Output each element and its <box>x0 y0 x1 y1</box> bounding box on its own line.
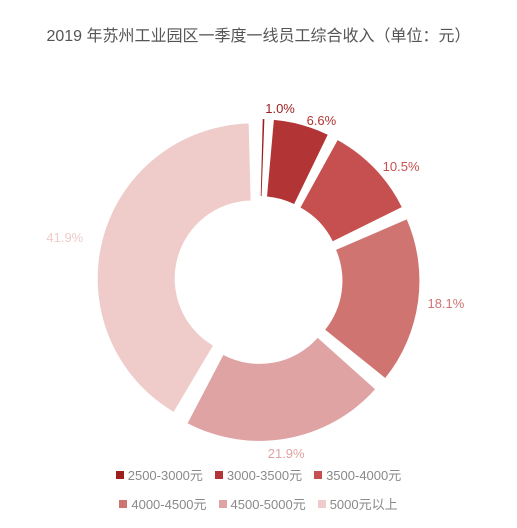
legend-label: 3500-4000元 <box>326 468 401 483</box>
legend-swatch <box>219 500 227 508</box>
legend-swatch <box>116 471 124 479</box>
legend-item: 5000元以上 <box>318 494 398 513</box>
legend-item: 3500-4000元 <box>314 465 401 484</box>
donut-slice <box>325 219 419 378</box>
legend-item: 4500-5000元 <box>219 494 306 513</box>
legend-label: 4000-4500元 <box>131 497 206 512</box>
donut-slice <box>260 119 264 196</box>
legend-swatch <box>119 500 127 508</box>
donut-chart: 1.0% 6.6% 10.5% 18.1% 21.9% 41.9% <box>0 0 517 523</box>
legend-item: 3000-3500元 <box>215 465 302 484</box>
legend-swatch <box>215 471 223 479</box>
slice-label: 10.5% <box>383 159 420 174</box>
slice-label: 6.6% <box>307 113 337 128</box>
slice-label: 1.0% <box>265 101 295 116</box>
legend-item: 4000-4500元 <box>119 494 206 513</box>
slice-label: 18.1% <box>427 296 464 311</box>
legend-label: 3000-3500元 <box>227 468 302 483</box>
slice-label: 21.9% <box>268 446 305 461</box>
slice-label: 41.9% <box>46 230 83 245</box>
legend-row: 2500-3000元 3000-3500元 3500-4000元 <box>0 465 517 484</box>
legend-swatch <box>318 500 326 508</box>
legend-item: 2500-3000元 <box>116 465 203 484</box>
legend-label: 4500-5000元 <box>231 497 306 512</box>
chart-container: 2019 年苏州工业园区一季度一线员工综合收入（单位：元） 1.0%6.6%10… <box>0 0 517 523</box>
legend-label: 5000元以上 <box>330 497 398 512</box>
legend: 2500-3000元 3000-3500元 3500-4000元 4000-4500元… <box>0 465 517 523</box>
legend-row: 4000-4500元 4500-5000元 5000元以上 <box>0 494 517 513</box>
donut-slice <box>187 338 374 441</box>
legend-label: 2500-3000元 <box>128 468 203 483</box>
legend-swatch <box>314 471 322 479</box>
